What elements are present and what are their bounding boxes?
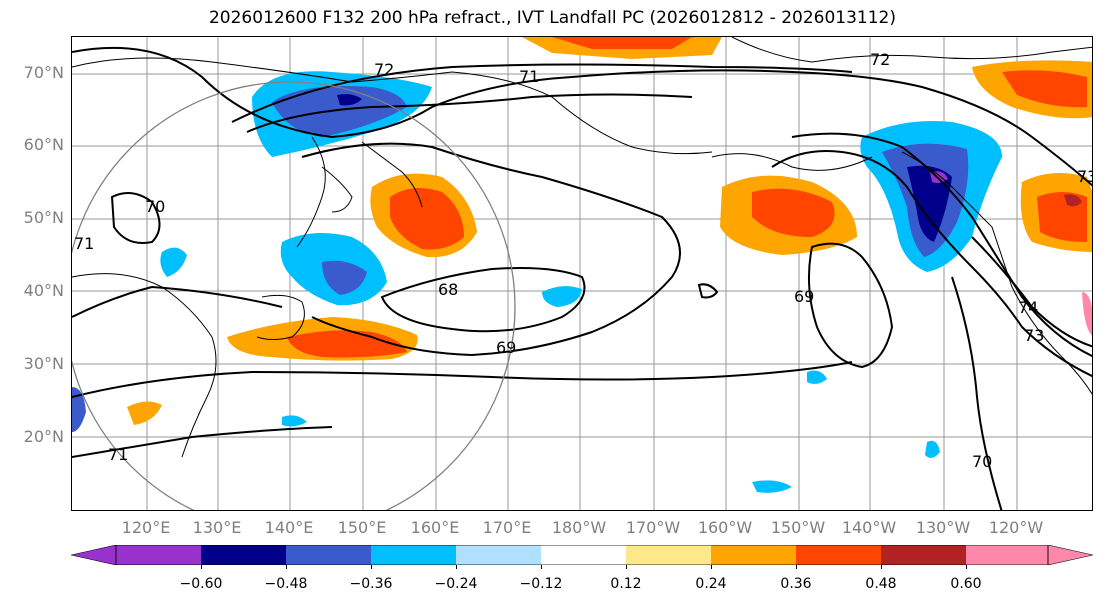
contour-lines [72, 46, 1092, 510]
lat-label: 70°N [23, 63, 64, 82]
lat-label: 50°N [23, 208, 64, 227]
colorbar-extend-max [1047, 545, 1093, 565]
lon-label: 180°W [551, 518, 607, 537]
colorbar-tickmark [626, 565, 627, 569]
colorbar-tick-label: 0.48 [865, 576, 897, 592]
colorbar-segment [286, 545, 371, 565]
colorbar-tickmark [966, 565, 967, 569]
colorbar-segment [796, 545, 881, 565]
colorbar-segment [626, 545, 711, 565]
map-canvas: 72 71 72 70 71 68 69 69 74 73 71 70 73 [72, 37, 1093, 510]
colorbar-tickmark [371, 565, 372, 569]
lon-label: 130°E [192, 518, 242, 537]
colorbar [71, 545, 1093, 565]
map-title: 2026012600 F132 200 hPa refract., IVT La… [208, 8, 896, 28]
lon-label: 150°W [770, 518, 826, 537]
contour-label: 71 [74, 234, 94, 253]
lon-label: 170°W [625, 518, 681, 537]
lat-label: 30°N [23, 354, 64, 373]
lon-label: 160°W [697, 518, 753, 537]
contour-label: 69 [496, 338, 516, 357]
colorbar-tick-label: 0.24 [695, 576, 727, 592]
colorbar-tick-label: −0.48 [264, 576, 308, 592]
colorbar-tickmark [796, 565, 797, 569]
contour-label: 73 [1024, 326, 1044, 345]
contour-label: 72 [870, 50, 890, 69]
colorbar-tickmark [881, 565, 882, 569]
colorbar-tick-label: −0.36 [349, 576, 393, 592]
colorbar-segment [456, 545, 541, 565]
lon-label: 140°W [841, 518, 897, 537]
colorbar-extend-min [71, 545, 117, 565]
lon-label: 160°E [410, 518, 460, 537]
colorbar-segment [116, 545, 201, 565]
colorbar-tickmark [286, 565, 287, 569]
colorbar-segment [201, 545, 286, 565]
lon-label: 150°E [337, 518, 387, 537]
contour-label: 70 [972, 452, 992, 471]
lon-label: 130°W [915, 518, 971, 537]
lat-label: 60°N [23, 135, 64, 154]
colorbar-tick-label: −0.12 [519, 576, 563, 592]
lon-label: 120°W [988, 518, 1044, 537]
colorbar-segment [966, 545, 1048, 565]
lat-label: 40°N [23, 281, 64, 300]
lat-label: 20°N [23, 427, 64, 446]
graticule [72, 37, 1092, 510]
contour-label-group: 72 71 72 70 71 68 69 69 74 73 71 70 73 [74, 50, 1093, 471]
colorbar-tickmark [711, 565, 712, 569]
colorbar-tick-label: 0.12 [610, 576, 642, 592]
colorbar-tick-label: 0.36 [780, 576, 812, 592]
colorbar-tickmark [456, 565, 457, 569]
contour-label: 69 [794, 287, 814, 306]
colorbar-tick-label: −0.24 [434, 576, 478, 592]
contour-label: 70 [145, 197, 165, 216]
lon-label: 120°E [121, 518, 171, 537]
shading-layer [72, 37, 1092, 493]
colorbar-segment [541, 545, 626, 565]
landfall-radius-circle [72, 81, 516, 510]
contour-label: 68 [438, 280, 458, 299]
contour-label: 71 [108, 445, 128, 464]
contour-label: 72 [374, 60, 394, 79]
colorbar-tick-label: −0.60 [179, 576, 223, 592]
contour-label: 73 [1077, 167, 1093, 186]
colorbar-tickmark [541, 565, 542, 569]
colorbar-tickmark [201, 565, 202, 569]
colorbar-segment [711, 545, 796, 565]
colorbar-segment [371, 545, 456, 565]
colorbar-segment [881, 545, 966, 565]
contour-label: 74 [1018, 298, 1038, 317]
lon-label: 140°E [264, 518, 314, 537]
coastlines [72, 37, 1092, 458]
map-panel: 72 71 72 70 71 68 69 69 74 73 71 70 73 [71, 36, 1093, 511]
lon-label: 170°E [482, 518, 532, 537]
colorbar-tick-label: 0.60 [950, 576, 982, 592]
contour-label: 71 [519, 67, 539, 86]
